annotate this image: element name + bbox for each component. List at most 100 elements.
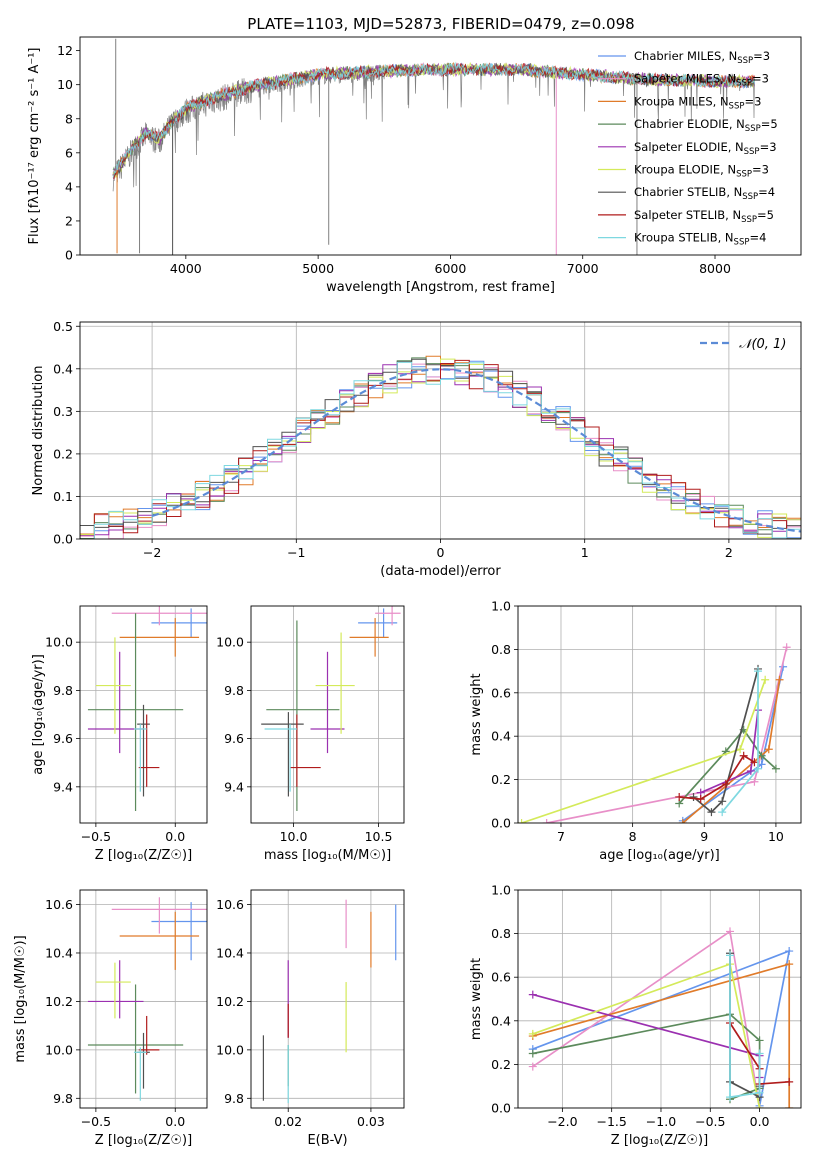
plot-area <box>80 890 207 1108</box>
x-axis-label: E(B-V) <box>307 1133 347 1148</box>
x-axis-label: Z [log₁₀(Z/Z☉)] <box>611 1133 708 1148</box>
errorbar-point <box>95 637 131 734</box>
x-tick-label: −2.0 <box>547 1114 577 1129</box>
errorbar-point <box>138 714 160 787</box>
axes-frame <box>79 321 802 540</box>
weight-marker <box>755 1088 764 1097</box>
x-tick-label: 1 <box>581 545 589 560</box>
legend-label: Kroupa STELIB, NSSP=4 <box>634 231 766 248</box>
y-tick-label: 0.2 <box>53 446 73 461</box>
x-axis-label: mass [log₁₀(M/M☉)] <box>264 848 391 863</box>
y-tick-label: 0.4 <box>53 361 73 376</box>
legend-label: 𝒩(0, 1) <box>739 337 786 352</box>
weight-marker <box>528 1049 537 1058</box>
spectrum-panel: 4000 5000 6000 7000 8000 0 2 4 6 8 10 12 wavelength … <box>27 36 802 295</box>
y-axis-label: Flux [fλ10⁻¹⁷ erg cm⁻² s⁻¹ A⁻¹] <box>27 48 42 245</box>
x-tick-label: 7 <box>557 829 565 844</box>
figure-title: PLATE=1103, MJD=52873, FIBERID=0479, z=0… <box>247 15 634 33</box>
axes-frame <box>250 889 405 1109</box>
weight-marker <box>707 808 716 817</box>
y-tick-label: 0.2 <box>491 772 511 787</box>
weight-marker <box>726 1093 735 1102</box>
y-tick-label: 0.1 <box>53 489 73 504</box>
legend-model-name: Chabrier STELIB, N <box>634 185 742 199</box>
residual-histogram <box>80 361 801 539</box>
y-tick-label: 9.8 <box>224 683 244 698</box>
axes-frame <box>79 36 802 256</box>
y-tick-label: 10.6 <box>45 897 73 912</box>
y-tick-label: 0.0 <box>491 816 511 831</box>
plot-area <box>112 38 755 255</box>
plot-area <box>251 606 404 823</box>
weight-marker <box>739 751 748 760</box>
legend-count: =3 <box>760 140 777 154</box>
weight-marker <box>726 951 735 960</box>
x-axis-label: Z [log₁₀(Z/Z☉)] <box>95 1133 192 1148</box>
x-axis-label: Z [log₁₀(Z/Z☉)] <box>95 848 192 863</box>
legend-model-name: Kroupa STELIB, N <box>634 231 734 245</box>
weight-marker <box>785 1104 794 1108</box>
legend-label: Chabrier ELODIE, NSSP=5 <box>634 117 778 134</box>
y-tick-label: 6 <box>65 145 73 160</box>
residual-histogram-panel: −2 −1 0 1 2 0.0 0.1 0.2 0.3 0.4 0.5 (data-model)/er… <box>31 319 802 579</box>
y-tick-label: 10.4 <box>216 945 244 960</box>
weight-marker <box>528 1029 537 1038</box>
y-tick-label: 10 <box>57 77 73 92</box>
y-tick-label: 0 <box>65 248 73 263</box>
mass-vs-metallicity-panel: −0.5 0.0 9.8 10.0 10.2 10.4 10.6 Z [log₁₀(Z/Z☉)… <box>13 889 208 1148</box>
legend-label: Chabrier STELIB, NSSP=4 <box>634 185 775 202</box>
weight-marker <box>678 819 687 823</box>
errorbar-point <box>266 620 340 811</box>
plot-area <box>518 890 801 1108</box>
axes-frame <box>79 889 208 1109</box>
y-tick-label: 9.8 <box>224 1091 244 1106</box>
errorbar-point <box>111 606 207 626</box>
y-tick-label: 1.0 <box>491 883 511 898</box>
errorbar-point <box>133 1047 147 1101</box>
x-tick-label: 4000 <box>170 261 202 276</box>
errorbar-point <box>87 960 144 1019</box>
weight-marker <box>750 758 759 767</box>
legend-model-name: Kroupa MILES, N <box>634 94 729 108</box>
y-tick-label: 0.5 <box>53 319 73 334</box>
y-tick-label: 12 <box>57 43 73 58</box>
errorbar-point <box>138 1015 160 1055</box>
legend-subscript: SSP <box>745 124 761 134</box>
weight-series-line <box>729 955 761 1099</box>
weight-marker <box>750 777 759 786</box>
x-tick-label: 0.0 <box>165 1114 185 1129</box>
weight-marker <box>771 764 780 773</box>
y-tick-label: 10.6 <box>216 897 244 912</box>
y-tick-label: 0.6 <box>491 685 511 700</box>
weight-marker <box>754 667 763 676</box>
weight-series-line <box>532 929 761 1108</box>
weight-marker <box>718 797 727 806</box>
legend-subscript: SSP <box>734 238 750 248</box>
x-tick-label: 7000 <box>567 261 599 276</box>
weight-marker <box>726 927 735 936</box>
errorbar-point <box>137 704 150 797</box>
y-axis-label: age [log₁₀(age/yr)] <box>31 654 46 775</box>
legend-model-name: Chabrier MILES, N <box>634 49 737 63</box>
y-tick-label: 10.0 <box>216 1042 244 1057</box>
x-tick-label: 10.5 <box>365 829 393 844</box>
y-tick-label: 10.0 <box>216 635 244 650</box>
weight-marker <box>782 643 791 652</box>
mass-vs-ebv-panel: 0.02 0.03 9.8 10.0 10.2 10.4 10.6 E(B-V) <box>216 889 405 1148</box>
axes-frame <box>79 605 208 824</box>
plot-area <box>518 606 801 823</box>
legend-label: Salpeter MILES, NSSP=3 <box>634 72 769 89</box>
x-tick-label: −1 <box>287 545 305 560</box>
x-tick-label: −0.5 <box>695 1114 725 1129</box>
age-vs-mass-panel: 10.0 10.5 9.4 9.6 9.8 10.0 mass [log₁₀(M/M☉)] <box>216 605 405 863</box>
legend-label: Chabrier MILES, NSSP=3 <box>634 49 770 66</box>
y-tick-label: 0.8 <box>491 642 511 657</box>
axes-frame <box>250 605 405 824</box>
weight-marker <box>775 675 784 684</box>
x-tick-label: 2 <box>725 545 733 560</box>
legend-count: =3 <box>752 72 769 86</box>
normal-reference-curve <box>151 368 801 533</box>
legend-model-name: Salpeter ELODIE, N <box>634 140 744 154</box>
legend-model-name: Chabrier ELODIE, N <box>634 117 745 131</box>
